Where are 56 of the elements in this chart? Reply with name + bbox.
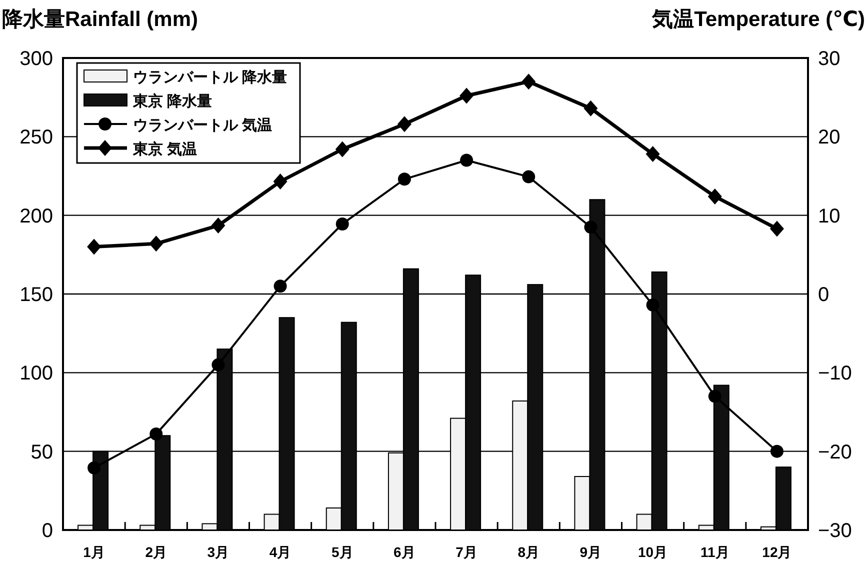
x-tick-label: 7月 <box>456 544 478 560</box>
point <box>88 461 101 474</box>
y2-axis-title: 気温Temperature (℃) <box>651 8 865 31</box>
y-tick-label: 200 <box>20 205 53 228</box>
x-tick-label: 8月 <box>518 544 540 560</box>
y-axis-title: 降水量Rainfall (mm) <box>2 8 198 31</box>
y2-tick-label: −30 <box>818 520 852 542</box>
point <box>87 238 102 255</box>
y-tick-label: 50 <box>30 441 53 464</box>
y-tick-label: 150 <box>20 284 53 306</box>
y-tick-label: 300 <box>20 48 53 70</box>
point <box>150 428 163 441</box>
x-tick-label: 9月 <box>580 544 602 560</box>
point <box>522 74 536 90</box>
legend-label: ウランバートル 降水量 <box>133 69 288 86</box>
point <box>274 280 287 293</box>
point <box>212 358 225 372</box>
legend-label: 東京 気温 <box>132 140 198 158</box>
x-tick-label: 1月 <box>83 544 105 560</box>
point <box>708 390 722 403</box>
x-tick-label: 10月 <box>638 544 668 560</box>
x-tick-label: 11月 <box>700 544 730 560</box>
y2-tick-label: 0 <box>818 284 830 306</box>
point <box>336 217 349 230</box>
y-tick-label: 0 <box>42 520 53 542</box>
x-tick-label: 5月 <box>331 544 354 560</box>
point <box>335 141 350 158</box>
point <box>460 154 474 167</box>
x-tick-label: 2月 <box>145 544 168 560</box>
legend-label: ウランバートル 気温 <box>133 117 272 134</box>
x-tick-label: 3月 <box>207 544 230 560</box>
point <box>397 116 412 132</box>
y2-tick-label: 30 <box>818 48 840 70</box>
point <box>770 444 784 458</box>
x-tick-label: 12月 <box>762 544 792 560</box>
x-tick-label: 6月 <box>394 544 416 560</box>
point <box>646 146 660 162</box>
point <box>273 174 288 190</box>
y2-tick-label: 20 <box>818 126 840 149</box>
point <box>584 220 598 234</box>
y2-tick-label: 10 <box>818 205 840 228</box>
point <box>211 218 226 234</box>
point <box>708 188 722 204</box>
point <box>522 170 536 184</box>
point <box>398 172 411 186</box>
point <box>646 298 660 312</box>
y2-tick-label: −20 <box>818 441 852 464</box>
point <box>149 236 164 252</box>
point <box>584 100 598 116</box>
y-tick-label: 100 <box>20 362 53 385</box>
point <box>460 88 474 104</box>
legend-label: 東京 降水量 <box>132 92 212 110</box>
y2-tick-label: −10 <box>818 362 852 385</box>
point <box>770 220 784 237</box>
y-tick-label: 250 <box>20 126 53 149</box>
x-tick-label: 4月 <box>269 544 292 560</box>
